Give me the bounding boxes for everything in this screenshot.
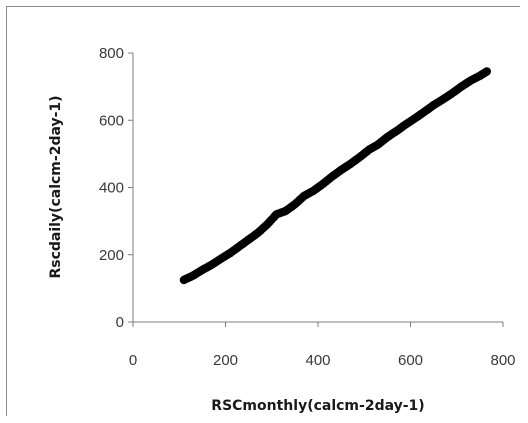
x-tick-label: 800 xyxy=(490,352,515,369)
y-tick-label: 600 xyxy=(99,112,124,129)
y-tick-label: 400 xyxy=(99,180,124,197)
y-tick-label: 0 xyxy=(116,314,124,331)
x-tick-label: 400 xyxy=(305,352,330,369)
x-tick-label: 200 xyxy=(213,352,238,369)
data-points xyxy=(179,67,491,285)
axes xyxy=(128,52,504,327)
y-tick-label: 800 xyxy=(99,45,124,62)
y-tick-label: 200 xyxy=(99,247,124,264)
tick-labels: 0 200 400 600 800 0 200 400 600 800 xyxy=(99,45,516,369)
chart-frame xyxy=(6,6,520,416)
data-point xyxy=(482,67,491,76)
y-axis-title: Rscdaily(calcm-2day-1) xyxy=(48,95,64,278)
x-tick-label: 0 xyxy=(129,352,137,369)
x-axis-title: RSCmonthly(calcm-2day-1) xyxy=(211,398,424,414)
x-tick-label: 600 xyxy=(398,352,423,369)
